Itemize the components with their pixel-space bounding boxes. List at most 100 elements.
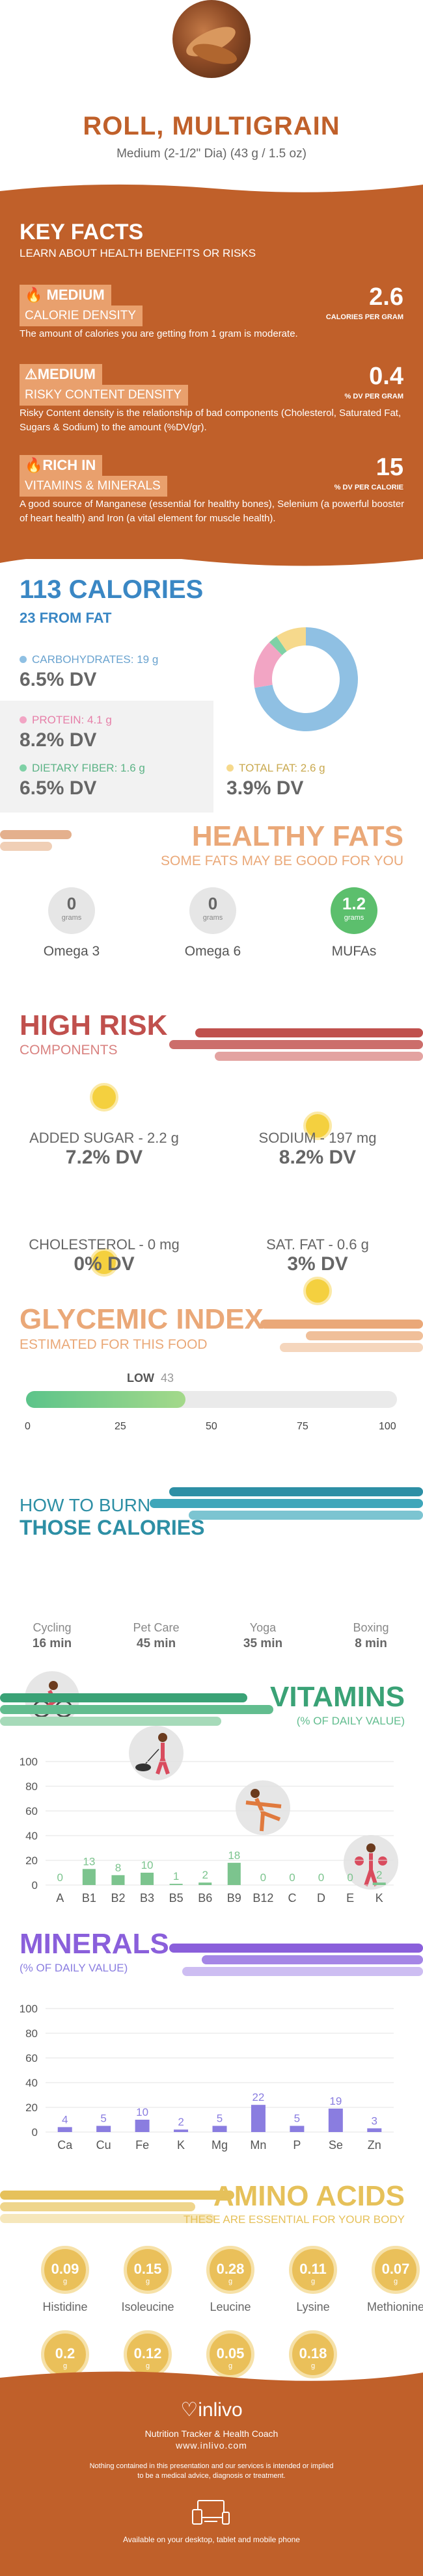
risk-label: CHOLESTEROL - 0 mg [29, 1236, 180, 1253]
minerals-bar-chart: 0 20 40 60 80 100 4 Ca 5 Cu 10 Fe 2 K 5 Mg 22 Mn 5 P 19 Se 3 Zn [20, 2003, 394, 2152]
x-tick-label: E [346, 1892, 354, 1905]
x-tick-label: Fe [135, 2139, 149, 2152]
gauge-tick: 25 [115, 1421, 126, 1432]
boxing-icon [344, 1835, 398, 1890]
x-tick-label: Zn [368, 2139, 381, 2152]
footer-disclaimer-2: to be a medical advice, diagnosis or tre… [137, 2472, 286, 2480]
fact-description: Risky Content density is the relationshi… [20, 408, 402, 433]
x-tick-label: K [375, 1892, 383, 1905]
bar-P [290, 2126, 305, 2132]
bar-B9 [227, 1862, 241, 1885]
amino-label: Leucine [210, 2300, 251, 2313]
yoga-icon [236, 1780, 290, 1835]
activity-minutes: 35 min [243, 1637, 283, 1650]
fact-value: 2.6 [369, 283, 403, 311]
footer-disclaimer: Nothing contained in this presentation a… [89, 2462, 334, 2470]
data-label: 2 [178, 2116, 184, 2128]
data-label: 18 [228, 1849, 240, 1862]
heart-icon: ♡inlivo [180, 2399, 243, 2421]
serving-size: Medium (2-1/2" Dia) (43 g / 1.5 oz) [116, 147, 307, 161]
footer-tagline: Nutrition Tracker & Health Coach [144, 2428, 279, 2439]
fact-unit: % DV PER CALORIE [334, 484, 403, 491]
bar-B6 [198, 1882, 212, 1885]
amino-label: Lysine [296, 2300, 330, 2313]
high-risk-subtitle: COMPONENTS [20, 1043, 118, 1058]
fat-label: MUFAs [331, 944, 377, 959]
data-label: 3 [372, 2114, 377, 2127]
fact-unit: % DV PER GRAM [344, 393, 403, 400]
risk-dv: 8.2% DV [279, 1147, 357, 1168]
activity-minutes: 16 min [32, 1637, 72, 1650]
amino-subtitle: THESE ARE ESSENTIAL FOR YOUR BODY [183, 2213, 405, 2226]
vitamins-bar-chart: 0204060801000A13B18B210B31B52B618B90B120… [20, 1756, 394, 1905]
x-tick-label: B3 [140, 1892, 154, 1905]
y-tick-label: 80 [25, 2027, 38, 2040]
y-tick-label: 40 [25, 1830, 38, 1842]
data-label: 22 [252, 2091, 264, 2103]
smiley-icon [303, 1112, 332, 1140]
amino-title: AMINO ACIDS [213, 2180, 405, 2212]
minerals-title: MINERALS [20, 1928, 169, 1960]
amino-label: Methionine [366, 2300, 423, 2313]
bar-B2 [111, 1875, 125, 1885]
healthy-fats-subtitle: SOME FATS MAY BE GOOD FOR YOU [160, 853, 403, 868]
nutrient-label: PROTEIN: 4.1 g [32, 714, 112, 726]
burn-title: HOW TO BURN [20, 1495, 151, 1515]
amino-value-circle: 0.15 g [124, 2246, 172, 2294]
y-tick-label: 20 [25, 1854, 38, 1867]
y-tick-label: 100 [20, 1756, 38, 1768]
x-tick-label: K [177, 2139, 185, 2152]
gauge-tick: 0 [25, 1421, 31, 1432]
bar-Cu [96, 2126, 111, 2132]
fact-calorie-density: 🔥 MEDIUM CALORIE DENSITY [20, 285, 143, 326]
mufas-value-circle: 1.2 grams [331, 887, 377, 934]
amino-value-circle: 0.09 g [41, 2246, 89, 2294]
fact-label: VITAMINS & MINERALS [20, 476, 167, 497]
x-tick-label: D [317, 1892, 325, 1905]
minerals-subtitle: (% OF DAILY VALUE) [20, 1962, 128, 1974]
glycemic-gauge [26, 1391, 397, 1408]
legend-dot [20, 716, 27, 723]
y-tick-label: 20 [25, 2101, 38, 2114]
x-tick-label: Mn [250, 2139, 266, 2152]
amino-value-circle: 0.28 g [206, 2246, 254, 2294]
donut-slice-protein [254, 642, 282, 688]
glycemic-level: LOW [127, 1372, 154, 1385]
data-label: 8 [115, 1862, 121, 1874]
activity-minutes: 45 min [136, 1637, 176, 1650]
vitamins-title: VITAMINS [270, 1681, 405, 1713]
calories-title: 113 CALORIES [20, 575, 204, 604]
amino-value-circle: 0.2 g [41, 2330, 89, 2378]
risk-label: ADDED SUGAR - 2.2 g [29, 1130, 179, 1146]
flame-icon: 🔥 [25, 457, 43, 473]
nutrient-dv: 8.2% DV [20, 729, 97, 751]
footer-url[interactable]: www.inlivo.com [176, 2440, 247, 2451]
activity-label: Boxing [353, 1621, 389, 1634]
nutrient-fat: TOTAL FAT: 2.6 g 3.9% DV [213, 749, 423, 813]
nutrient-label: TOTAL FAT: 2.6 g [239, 762, 325, 774]
smiley-icon [90, 1083, 118, 1112]
legend-dot [226, 764, 234, 772]
data-label: 19 [329, 2095, 342, 2107]
fact-level: RICH IN [42, 457, 96, 473]
nutrient-label: CARBOHYDRATES: 19 g [32, 653, 159, 666]
x-tick-label: Se [329, 2139, 343, 2152]
amino-label: Isoleucine [121, 2300, 174, 2313]
footer [0, 2384, 423, 2576]
fact-description: The amount of calories you are getting f… [20, 328, 298, 339]
fact-risky-content: ⚠MEDIUM RISKY CONTENT DENSITY [20, 364, 189, 406]
data-label: 2 [202, 1869, 208, 1881]
smiley-icon [90, 1248, 118, 1277]
data-label: 5 [100, 2113, 106, 2125]
omega3-value-circle: 0 grams [48, 887, 95, 934]
bar-K [174, 2129, 189, 2132]
donut-slice-carbohydrates [254, 627, 358, 731]
bar-K [372, 1882, 386, 1885]
fact-vitamins-minerals: 🔥RICH IN VITAMINS & MINERALS [20, 455, 167, 497]
bar-Mn [251, 2105, 266, 2132]
risk-dv: 3% DV [287, 1253, 348, 1275]
data-label: 5 [217, 2113, 223, 2125]
legend-dot [20, 764, 27, 772]
smiley-icon [303, 1277, 332, 1305]
activity-label: Yoga [249, 1621, 277, 1634]
